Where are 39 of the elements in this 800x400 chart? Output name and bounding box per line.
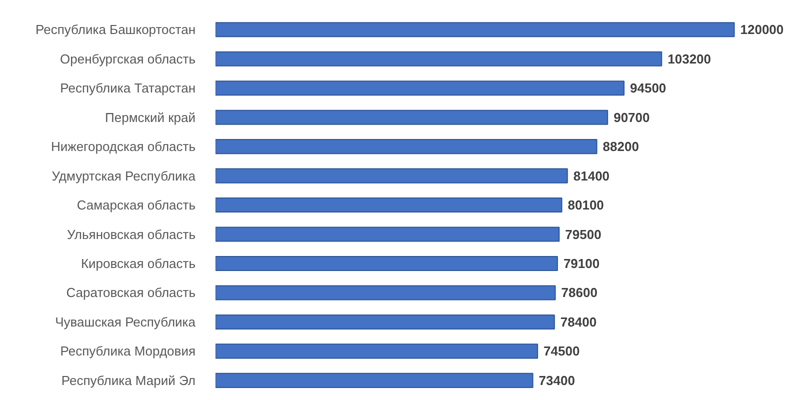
data-label: 103200: [668, 51, 712, 66]
bar: [216, 139, 598, 154]
data-label: 79100: [563, 256, 600, 271]
bar: [216, 198, 562, 213]
data-label: 120000: [740, 22, 784, 38]
data-label: 74500: [544, 344, 580, 359]
y-tick-label: Республика Марий Эл: [61, 372, 196, 388]
y-tick-label: Саратовская область: [66, 285, 196, 300]
y-tick-label: Республика Татарстан: [60, 80, 196, 96]
y-tick-label: Республика Мордовия: [60, 344, 196, 359]
y-tick-label: Нижегородская область: [50, 139, 196, 154]
bar: [216, 226, 560, 242]
bar: [216, 314, 555, 330]
y-tick-label: Чувашская Республика: [55, 314, 196, 330]
bar: [216, 168, 568, 184]
y-tick-label: Удмуртская Республика: [52, 168, 196, 184]
data-label: 88200: [602, 139, 639, 154]
data-label: 73400: [538, 372, 575, 388]
data-label: 78600: [561, 285, 598, 300]
y-tick-label: Республика Башкортостан: [36, 22, 196, 38]
data-label: 90700: [614, 110, 650, 125]
bar: [216, 51, 662, 66]
y-tick-label: Ульяновская область: [67, 226, 196, 242]
bar: [216, 110, 608, 125]
y-tick-label: Оренбургская область: [60, 51, 196, 66]
bar: [216, 372, 534, 388]
data-label: 81400: [573, 168, 610, 184]
bar: [216, 80, 625, 96]
y-tick-label: Самарская область: [76, 198, 196, 213]
data-label: 79500: [565, 226, 602, 242]
data-label: 78400: [560, 314, 597, 330]
y-tick-label: Кировская область: [80, 256, 196, 271]
data-label: 80100: [568, 198, 604, 213]
bar: [216, 256, 558, 272]
bar: [216, 22, 735, 38]
bar: [216, 344, 538, 359]
y-tick-label: Пермский край: [105, 110, 196, 125]
data-label: 94500: [630, 80, 666, 96]
bar: [216, 285, 556, 300]
